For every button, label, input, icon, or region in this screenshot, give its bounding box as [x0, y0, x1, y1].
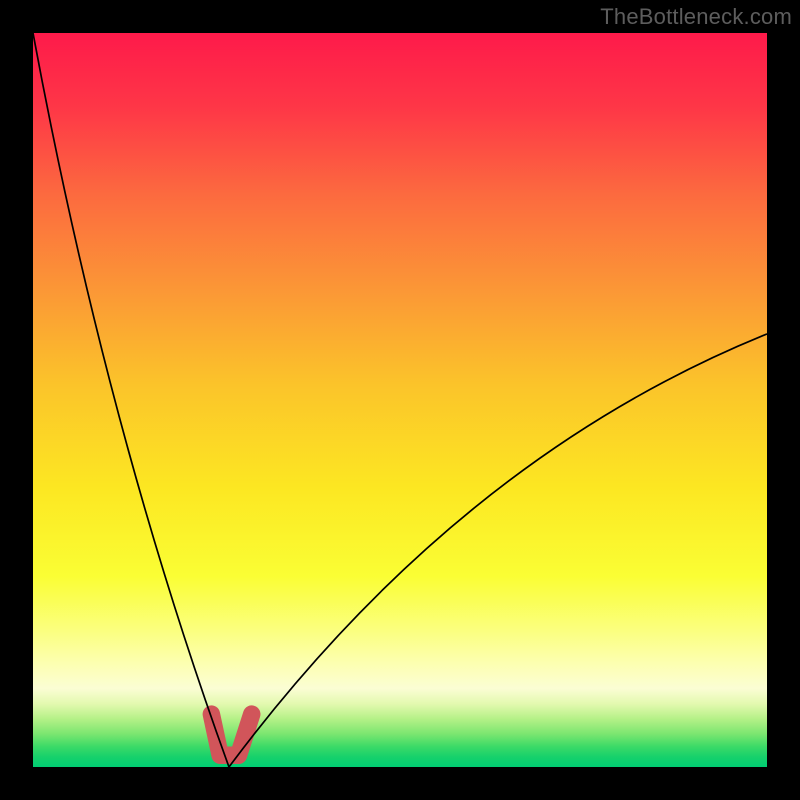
chart-container: TheBottleneck.com [0, 0, 800, 800]
gradient-background [33, 33, 767, 767]
plot-svg [33, 33, 767, 767]
watermark-text: TheBottleneck.com [600, 4, 792, 30]
plot-area [33, 33, 767, 767]
